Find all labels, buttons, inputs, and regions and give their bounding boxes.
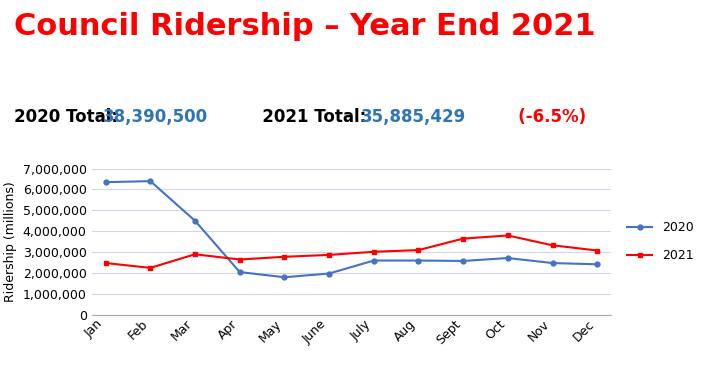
Line: 2021: 2021 [103,233,600,270]
2020 [414,258,422,263]
2020 [146,179,155,184]
Line: 2020: 2020 [103,179,600,280]
2021 [414,248,422,252]
2020 [503,256,512,260]
Text: 2021 Total:: 2021 Total: [245,108,372,126]
Text: Council Ridership – Year End 2021: Council Ridership – Year End 2021 [14,12,596,41]
2021 [548,243,557,248]
2020 [102,180,110,184]
Text: 38,390,500: 38,390,500 [103,108,208,126]
2021 [325,253,334,257]
2020 [280,275,289,280]
2021 [369,250,378,254]
2020 [191,218,200,223]
Text: (-6.5%): (-6.5%) [501,108,586,126]
2021 [236,257,244,262]
2020 [548,261,557,265]
2020 [459,259,467,263]
Legend: 2020, 2021: 2020, 2021 [622,216,699,267]
2021 [459,236,467,241]
2021 [280,255,289,259]
2020 [236,270,244,274]
2020 [593,262,601,266]
2021 [191,252,200,257]
2021 [146,266,155,270]
2021 [102,261,110,265]
Text: 35,885,429: 35,885,429 [361,108,466,126]
2021 [503,233,512,238]
Text: 2020 Total:: 2020 Total: [14,108,124,126]
2020 [369,258,378,263]
2021 [593,248,601,253]
2020 [325,271,334,276]
Y-axis label: Ridership (millions): Ridership (millions) [4,181,17,302]
